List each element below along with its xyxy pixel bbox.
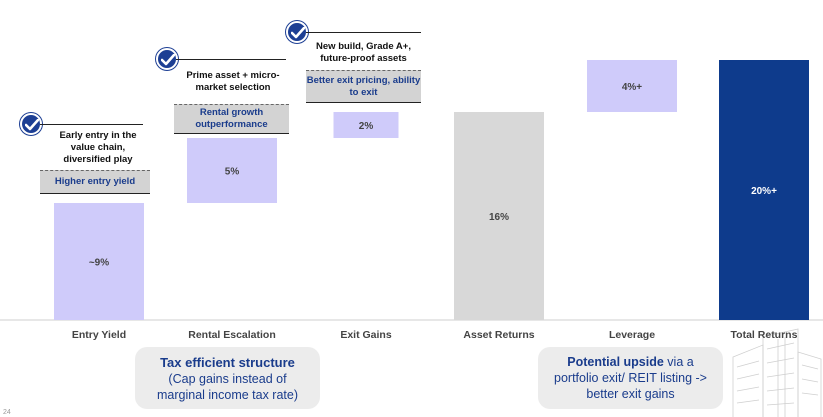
bar-leverage <box>587 60 677 112</box>
annotation-rule <box>306 32 421 33</box>
data-label: 16% <box>489 212 509 223</box>
tax-box-text: (Cap gains instead of marginal income ta… <box>156 372 299 402</box>
data-label: 20%+ <box>751 186 777 197</box>
category-label: Total Returns <box>731 329 798 341</box>
annotation-tag-rental-escalation: Rental growth outperformance <box>174 104 289 134</box>
bar-exit-gains <box>333 112 399 138</box>
category-label: Exit Gains <box>340 329 392 341</box>
bar-entry-yield <box>54 203 144 320</box>
bar-asset-returns <box>454 112 544 320</box>
annotation-note-rental-escalation: Prime asset + micro-market selection <box>186 70 280 93</box>
bar-total-returns <box>719 60 809 320</box>
annotation-note-exit-gains: New build, Grade A+, future-proof assets <box>316 41 411 64</box>
tax-box-title: Tax efficient structure <box>160 355 295 370</box>
check-icon <box>20 113 42 135</box>
building-sketch-icon <box>732 328 822 417</box>
bar-rental-escalation <box>187 138 277 203</box>
annotation-note-entry-yield: Early entry in the value chain, diversif… <box>59 130 137 165</box>
data-label: 2% <box>359 121 374 132</box>
upside-box-title: Potential upside <box>567 355 664 369</box>
category-label: Rental Escalation <box>188 329 276 341</box>
check-icon <box>286 21 308 43</box>
category-label: Entry Yield <box>72 329 126 341</box>
upside-box-text-1: via a <box>663 355 694 369</box>
category-label: Asset Returns <box>463 329 534 341</box>
check-icon <box>156 48 178 70</box>
data-label: ~9% <box>89 258 109 269</box>
annotation-rule <box>176 59 286 60</box>
upside-box: Potential upside via a portfolio exit/ R… <box>538 347 723 409</box>
page-number: 24 <box>3 409 11 416</box>
annotation-tag-exit-gains: Better exit pricing, ability to exit <box>306 70 421 103</box>
annotation-rule <box>40 124 143 125</box>
data-label: 4%+ <box>622 82 642 93</box>
data-label: 5% <box>225 167 240 178</box>
annotation-tag-entry-yield: Higher entry yield <box>40 170 150 194</box>
tax-efficiency-box: Tax efficient structure (Cap gains inste… <box>135 347 320 409</box>
upside-box-text-2: portfolio exit/ REIT listing -> better e… <box>554 371 707 401</box>
category-label: Leverage <box>609 329 655 341</box>
